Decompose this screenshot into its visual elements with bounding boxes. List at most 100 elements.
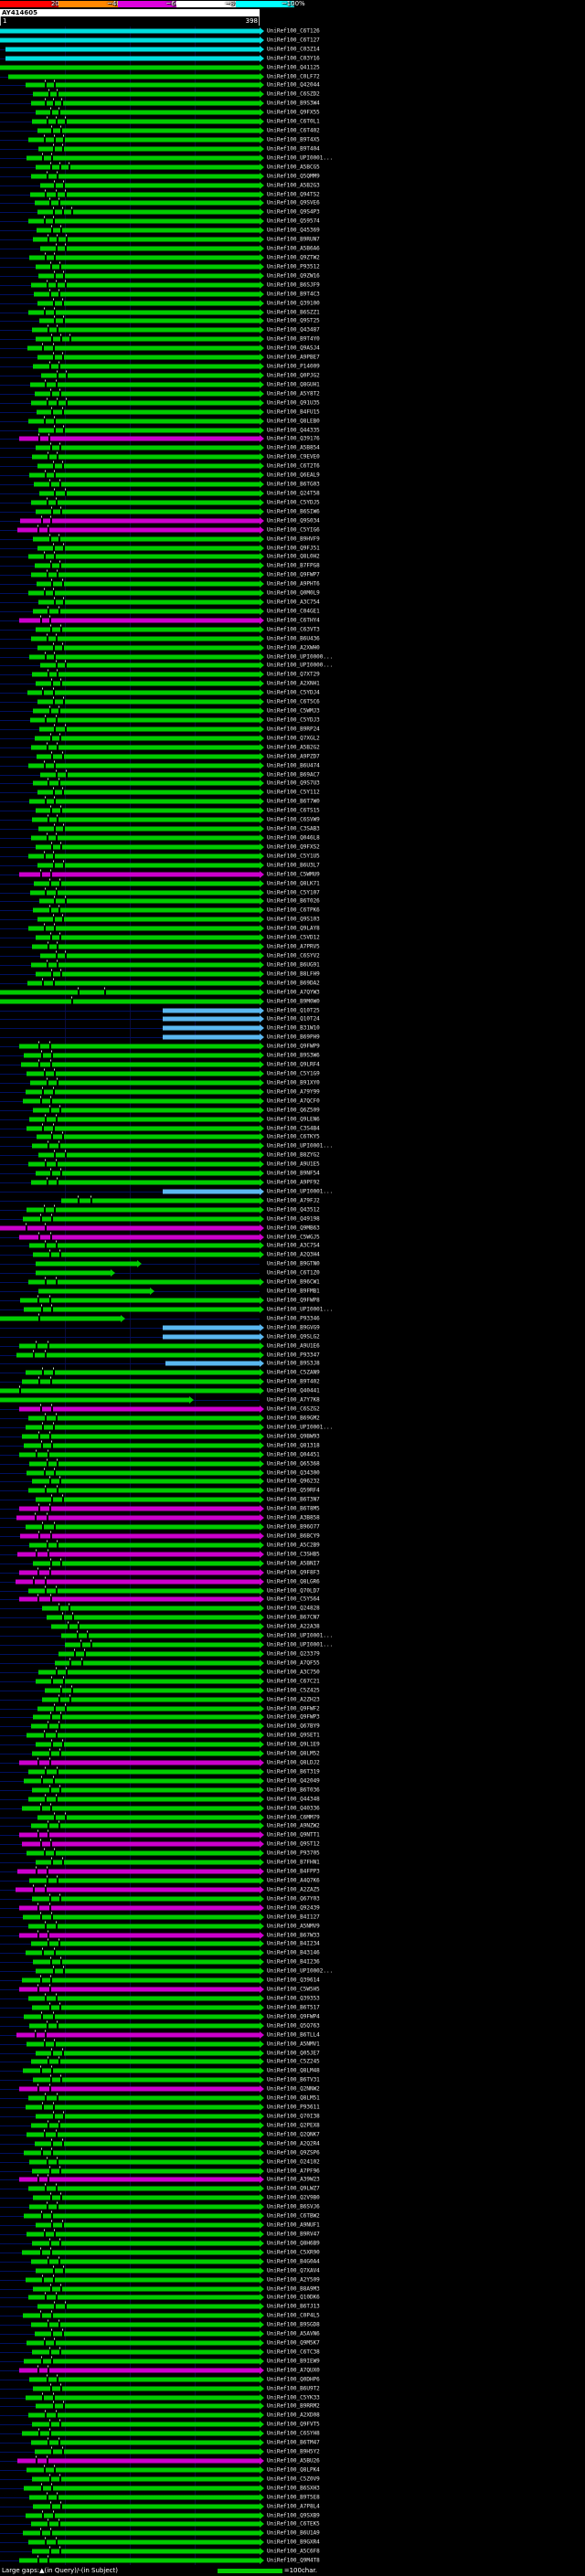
alignment-bar[interactable]: [18, 1984, 260, 1992]
hit-label[interactable]: UniRef100_B8LFH9: [267, 970, 320, 978]
alignment-bar[interactable]: [38, 1288, 151, 1294]
hit-label[interactable]: UniRef100_Q39176: [267, 435, 320, 442]
alignment-bar[interactable]: [31, 2238, 260, 2246]
hit-label[interactable]: UniRef100_B9GTN0: [267, 1260, 320, 1267]
alignment-bar[interactable]: [28, 1277, 260, 1285]
alignment-bar[interactable]: [34, 878, 260, 886]
alignment-bar[interactable]: [32, 234, 260, 242]
hit-label[interactable]: UniRef100_C6T126: [267, 27, 320, 35]
hit-label[interactable]: UniRef100_B4FPP3: [267, 1868, 320, 1875]
alignment-bar[interactable]: [17, 525, 260, 533]
alignment-bar[interactable]: [24, 1440, 260, 1448]
hit-label[interactable]: UniRef100_Q9SXB9: [267, 2512, 320, 2519]
hit-label[interactable]: UniRef100_A7QYW3: [267, 989, 320, 996]
hit-label[interactable]: UniRef100_A2ZAZ5: [267, 1886, 320, 1893]
alignment-bar[interactable]: [36, 162, 260, 170]
alignment-bar[interactable]: [29, 652, 260, 660]
alignment-bar[interactable]: [27, 851, 260, 859]
hit-label[interactable]: UniRef100_A2ZH23: [267, 1696, 320, 1703]
alignment-bar[interactable]: [31, 2474, 260, 2482]
hit-label[interactable]: UniRef100_C5Y564: [267, 1595, 320, 1603]
hit-label[interactable]: UniRef100_Q8LM52: [267, 1750, 320, 1757]
alignment-bar[interactable]: [28, 760, 260, 769]
alignment-bar[interactable]: [27, 1993, 260, 2001]
hit-label[interactable]: UniRef100_C03Z14: [267, 46, 320, 53]
alignment-bar[interactable]: [25, 1087, 260, 1095]
alignment-bar[interactable]: [40, 370, 260, 378]
hit-label[interactable]: UniRef100_B69GM2: [267, 1415, 320, 1422]
alignment-bar[interactable]: [30, 98, 260, 106]
alignment-bar[interactable]: [29, 1240, 260, 1248]
alignment-bar[interactable]: [33, 905, 260, 913]
hit-label[interactable]: UniRef100_B4FU15: [267, 408, 320, 416]
hit-label[interactable]: UniRef100_Q0DHP6: [267, 2376, 320, 2383]
hit-label[interactable]: UniRef100_C0LF72: [267, 73, 320, 80]
hit-label[interactable]: UniRef100_Q9SET1: [267, 1732, 320, 1739]
alignment-bar[interactable]: [162, 1189, 260, 1194]
hit-label[interactable]: UniRef100_Q9FJ51: [267, 545, 320, 551]
hit-label[interactable]: UniRef100_UPI0000...: [267, 662, 334, 669]
alignment-bar[interactable]: [28, 134, 260, 143]
alignment-bar[interactable]: [30, 633, 260, 641]
alignment-bar[interactable]: [37, 1812, 260, 1820]
alignment-bar[interactable]: [29, 1458, 260, 1467]
hit-label[interactable]: UniRef100_Q9M5K7: [267, 2339, 320, 2347]
alignment-bar[interactable]: [32, 778, 260, 786]
hit-label[interactable]: UniRef100_Q9FXS2: [267, 843, 320, 851]
hit-label[interactable]: UniRef100_C6TKY5: [267, 1133, 320, 1140]
alignment-bar[interactable]: [8, 74, 260, 80]
alignment-bar[interactable]: [35, 2220, 260, 2228]
alignment-bar[interactable]: [37, 642, 260, 651]
alignment-bar[interactable]: [54, 1658, 260, 1666]
hit-label[interactable]: UniRef100_B6T3N7: [267, 1496, 320, 1503]
alignment-bar[interactable]: [16, 1576, 260, 1585]
alignment-bar[interactable]: [31, 2002, 260, 2010]
alignment-bar[interactable]: [35, 1494, 260, 1502]
alignment-bar[interactable]: [36, 407, 260, 415]
hit-label[interactable]: UniRef100_A2Q3H4: [267, 1251, 320, 1258]
alignment-bar[interactable]: [35, 932, 260, 940]
alignment-bar[interactable]: [27, 1730, 260, 1738]
alignment-bar[interactable]: [39, 180, 260, 188]
alignment-bar[interactable]: [18, 1449, 260, 1458]
hit-label[interactable]: UniRef100_B69DA2: [267, 980, 320, 987]
hit-label[interactable]: UniRef100_B9T4X5: [267, 136, 320, 143]
alignment-bar[interactable]: [18, 433, 260, 441]
alignment-bar[interactable]: [38, 143, 260, 152]
hit-label[interactable]: UniRef100_C6SZG2: [267, 1405, 320, 1413]
hit-label[interactable]: UniRef100_Q42049: [267, 1777, 320, 1785]
alignment-bar[interactable]: [34, 2138, 260, 2147]
hit-label[interactable]: UniRef100_A5NMV9: [267, 1923, 320, 1930]
alignment-bar[interactable]: [25, 2392, 260, 2401]
alignment-bar[interactable]: [5, 56, 260, 61]
alignment-bar[interactable]: [22, 1214, 260, 1222]
hit-label[interactable]: UniRef100_Q2V9B0: [267, 2194, 320, 2201]
alignment-bar[interactable]: [35, 1739, 260, 1747]
alignment-bar[interactable]: [0, 1397, 189, 1403]
alignment-bar[interactable]: [24, 2147, 260, 2156]
alignment-bar[interactable]: [31, 171, 260, 179]
hit-label[interactable]: UniRef100_B9GVG9: [267, 1324, 320, 1331]
hit-label[interactable]: UniRef100_Q9F8F3: [267, 1569, 320, 1576]
alignment-bar[interactable]: [27, 2410, 260, 2418]
alignment-bar[interactable]: [30, 1721, 260, 1729]
hit-label[interactable]: UniRef100_Q9LWZ7: [267, 2185, 320, 2192]
hit-label[interactable]: UniRef100_Q2QNK7: [267, 2131, 320, 2138]
hit-label[interactable]: UniRef100_Q6Z509: [267, 1107, 320, 1114]
alignment-bar[interactable]: [37, 696, 260, 705]
hit-label[interactable]: UniRef100_B9IEW9: [267, 2358, 320, 2365]
alignment-bar[interactable]: [38, 724, 260, 732]
alignment-bar[interactable]: [30, 1820, 260, 1829]
hit-label[interactable]: UniRef100_A7QF55: [267, 1659, 320, 1667]
alignment-bar[interactable]: [0, 65, 260, 70]
hit-label[interactable]: UniRef100_B6SZZ1: [267, 309, 320, 316]
alignment-bar[interactable]: [33, 1249, 260, 1257]
alignment-bar[interactable]: [17, 1549, 260, 1557]
alignment-bar[interactable]: [24, 2011, 260, 2019]
alignment-bar[interactable]: [38, 315, 260, 323]
hit-label[interactable]: UniRef100_Q70I38: [267, 2113, 320, 2120]
hit-label[interactable]: UniRef100_UPI0002...: [267, 1967, 334, 1975]
hit-label[interactable]: UniRef100_Q9L1E9: [267, 1741, 320, 1748]
hit-label[interactable]: UniRef100_Q8LEB0: [267, 418, 320, 425]
alignment-bar[interactable]: [28, 1766, 260, 1775]
